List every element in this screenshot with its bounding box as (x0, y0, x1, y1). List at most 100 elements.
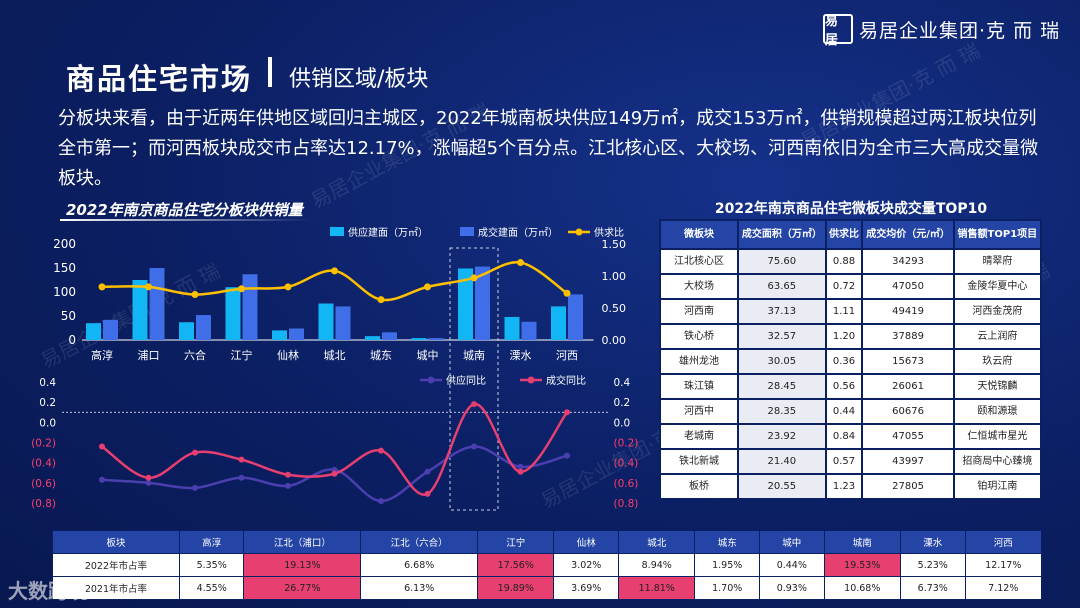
sales-bar (428, 338, 444, 340)
top10-row: 铁心桥 32.57 1.20 37889 云上润府 (659, 323, 1043, 350)
supply-yoy-point (378, 497, 384, 504)
top10-cell: 晴翠府 (952, 248, 1043, 275)
share-cell: 12.17% (964, 553, 1043, 577)
top10-cell: 63.65 (737, 273, 827, 300)
top10-row: 雄州龙池 30.05 0.36 15673 玖云府 (659, 348, 1043, 375)
share-row-label: 2021年市占率 (52, 576, 180, 600)
share-cell: 10.68% (823, 576, 901, 600)
ratio-point (191, 291, 199, 299)
supply-yoy-point (517, 463, 524, 470)
top10-cell: 37.13 (737, 298, 827, 325)
top10-row: 老城南 23.92 0.84 47055 仁恒城市星光 (659, 423, 1043, 450)
supply-yoy-point (564, 452, 570, 459)
top10-row: 河西中 28.35 0.44 60676 颐和源璟 (659, 398, 1043, 425)
top10-cell: 板桥 (659, 473, 739, 500)
sales-bar (475, 266, 490, 340)
top10-table: 微板块 成交面积（万㎡） 供求比 成交均价（元/㎡） 销售额TOP1项目 江北核心区 75… (659, 219, 1043, 500)
ratio-point (470, 274, 478, 282)
ratio-point (284, 283, 292, 291)
share-header-cell: 溧水 (899, 530, 966, 554)
ratio-point (517, 259, 524, 267)
sales-bar (335, 306, 351, 340)
share-cell: 3.02% (553, 553, 620, 577)
share-cell: 19.53% (823, 553, 901, 577)
supply-bar (179, 322, 194, 340)
share-header-cell: 仙林 (553, 530, 620, 554)
supply-yoy-point (424, 468, 431, 475)
supply-yoy-point (285, 482, 291, 489)
supply-yoy-point (99, 476, 105, 483)
top10-cell: 21.40 (737, 448, 827, 475)
share-cell: 3.69% (553, 576, 620, 600)
supply-bar (551, 306, 566, 340)
category-label: 溧水 (510, 348, 532, 362)
line-y2-tick: 0.2 (614, 397, 631, 409)
sales-yoy-point (424, 490, 431, 497)
top10-cell: 37889 (861, 323, 955, 350)
sales-bar (149, 268, 165, 340)
top10-cell: 30.05 (737, 348, 827, 375)
ratio-point (377, 296, 385, 304)
sales-bar (521, 321, 537, 340)
category-label: 城北 (324, 349, 346, 362)
legend-point (575, 228, 583, 236)
legend-label: 成交建面（万㎡） (478, 226, 558, 239)
top10-cell: 15673 (861, 348, 955, 375)
line-y-tick: (0.8) (31, 498, 56, 510)
category-label: 浦口 (138, 349, 160, 362)
top10-header-cell: 成交面积（万㎡） (737, 219, 827, 250)
top10-cell: 0.84 (824, 423, 864, 450)
top10-cell: 云上润府 (952, 323, 1043, 350)
top10-cell: 28.45 (737, 373, 827, 400)
top10-cell: 天悦锦麟 (952, 373, 1043, 400)
supply-yoy-point (471, 443, 477, 450)
sales-bar (568, 294, 583, 340)
category-label: 城中 (417, 349, 439, 362)
share-header-cell: 板块 (52, 530, 180, 554)
sales-yoy-point (564, 409, 570, 416)
top10-cell: 43997 (861, 448, 955, 475)
ratio-point (424, 283, 431, 291)
share-cell: 0.44% (759, 553, 825, 577)
top10-cell: 27805 (861, 473, 955, 500)
share-cell: 19.89% (477, 576, 555, 600)
share-cell: 6.73% (899, 576, 966, 600)
ratio-point (145, 283, 152, 291)
top10-cell: 28.35 (737, 398, 827, 425)
supply-bar (318, 303, 334, 340)
top10-header-cell: 供求比 (824, 219, 864, 250)
category-label: 仙林 (277, 348, 299, 362)
supply-yoy-point (145, 479, 152, 486)
sales-bar (289, 328, 304, 340)
share-cell: 6.68% (360, 553, 479, 577)
supply-bar (365, 336, 380, 340)
top10-cell: 铁心桥 (659, 323, 739, 350)
ratio-point (98, 283, 106, 291)
top10-cell: 26061 (861, 373, 955, 400)
line-y2-tick: 0.0 (614, 417, 631, 429)
logo-text: 易居企业集团·克 而 瑞 (859, 19, 1061, 42)
share-cell: 0.93% (759, 576, 825, 600)
top10-cell: 60676 (861, 398, 955, 425)
page-subtitle: 供销区域/板块 (289, 67, 429, 92)
top10-cell: 0.57 (824, 448, 864, 475)
sales-yoy-point (331, 470, 338, 477)
top10-cell: 32.57 (737, 323, 827, 350)
top10-row: 河西南 37.13 1.11 49419 河西金茂府 (659, 298, 1043, 325)
top10-cell: 20.55 (737, 473, 827, 500)
top10-cell: 49419 (861, 298, 955, 325)
top10-cell: 雄州龙池 (659, 348, 739, 375)
share-header-cell: 河西 (964, 530, 1043, 554)
share-cell: 1.70% (694, 576, 760, 600)
top10-cell: 铂玥江南 (952, 473, 1043, 500)
share-cell: 26.77% (243, 576, 362, 600)
sales-bar (103, 319, 118, 340)
top10-cell: 河西南 (659, 298, 739, 325)
top10-row: 珠江镇 28.45 0.56 26061 天悦锦麟 (659, 373, 1043, 400)
legend-label: 供求比 (594, 226, 624, 239)
bar-y-tick: 150 (53, 261, 76, 275)
share-cell: 5.23% (899, 553, 966, 577)
sales-yoy-point (285, 471, 291, 478)
line-y2-tick: 0.4 (614, 377, 631, 389)
share-header-cell: 高淳 (178, 530, 245, 554)
